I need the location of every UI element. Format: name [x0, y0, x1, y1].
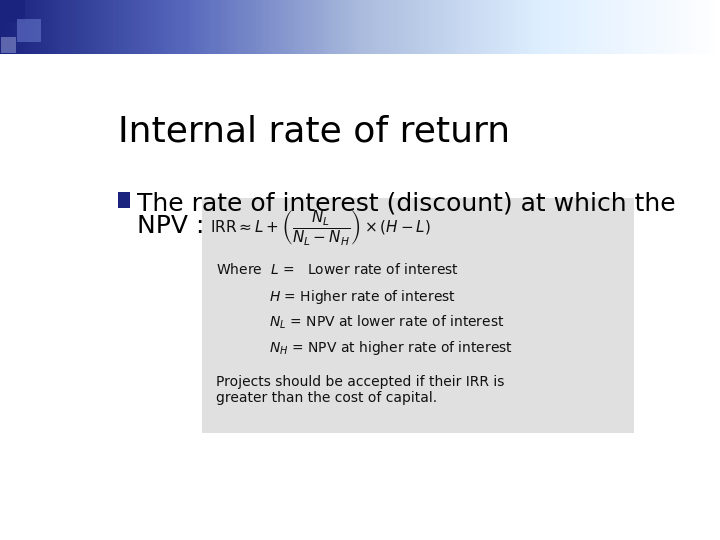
Text: $N_L$ = NPV at lower rate of interest: $N_L$ = NPV at lower rate of interest	[269, 313, 504, 331]
Text: Projects should be accepted if their IRR is
greater than the cost of capital.: Projects should be accepted if their IRR…	[215, 375, 504, 405]
Text: Internal rate of return: Internal rate of return	[118, 114, 510, 148]
Text: $N_H$ = NPV at higher rate of interest: $N_H$ = NPV at higher rate of interest	[269, 339, 513, 357]
FancyBboxPatch shape	[17, 19, 42, 42]
FancyBboxPatch shape	[202, 198, 634, 433]
Text: The rate of interest (discount) at which the: The rate of interest (discount) at which…	[138, 192, 676, 215]
FancyBboxPatch shape	[1, 37, 17, 53]
FancyBboxPatch shape	[118, 192, 130, 208]
Text: NPV :: NPV :	[138, 214, 204, 239]
Text: $H$ = Higher rate of interest: $H$ = Higher rate of interest	[269, 288, 456, 306]
Text: Where  $L$ =   Lower rate of interest: Where $L$ = Lower rate of interest	[215, 262, 459, 278]
Text: $\mathrm{IRR} \approx L + \left(\dfrac{N_L}{N_L - N_H}\right) \times (H - L)$: $\mathrm{IRR} \approx L + \left(\dfrac{N…	[210, 208, 431, 247]
FancyBboxPatch shape	[1, 0, 25, 23]
